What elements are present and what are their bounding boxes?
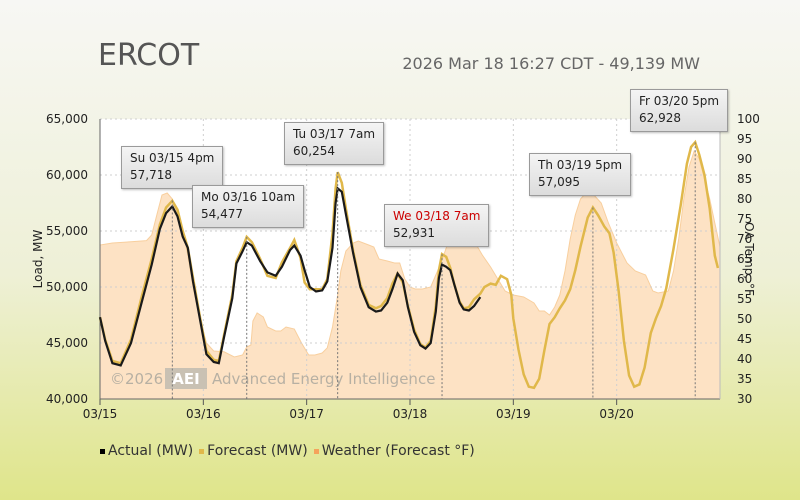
- y2-tick-label: 55: [737, 292, 752, 306]
- timestamp-readout: 2026 Mar 18 16:27 CDT - 49,139 MW: [402, 54, 700, 73]
- watermark-logo-text: AEI: [172, 370, 199, 388]
- y2-tick-label: 95: [737, 132, 752, 146]
- x-tick-label: 03/17: [289, 407, 324, 421]
- x-tick-label: 03/15: [83, 407, 118, 421]
- y2-tick-label: 85: [737, 172, 752, 186]
- chart-title: ERCOT: [98, 38, 200, 73]
- legend: Actual (MW) Forecast (MW) Weather (Forec…: [100, 443, 475, 459]
- legend-weather[interactable]: Weather (Forecast °F): [313, 443, 475, 459]
- annotation-when: Tu 03/17 7am: [293, 127, 376, 141]
- legend-forecast-label: Forecast (MW): [207, 443, 308, 459]
- watermark-text: Advanced Energy Intelligence: [212, 370, 435, 388]
- y-tick-label: 50,000: [46, 280, 88, 294]
- legend-weather-swatch: [313, 448, 319, 454]
- legend-actual-swatch: [100, 448, 105, 454]
- annotation-peak-we: We 03/18 7am 52,931: [384, 204, 490, 247]
- y2-axis-title: OA Temp, °F: [742, 222, 756, 296]
- x-tick-label: 03/18: [393, 407, 428, 421]
- annotation-value: 57,718: [130, 168, 172, 182]
- annotation-when: Fr 03/20 5pm: [639, 94, 720, 108]
- y2-tick-label: 70: [737, 232, 752, 246]
- legend-actual[interactable]: Actual (MW): [100, 443, 193, 459]
- legend-weather-label: Weather (Forecast °F): [321, 443, 475, 459]
- watermark-logo: [165, 368, 207, 389]
- legend-forecast-swatch: [199, 448, 205, 454]
- y2-tick-label: 40: [737, 352, 752, 366]
- annotation-when: We 03/18 7am: [393, 209, 481, 223]
- x-tick-label: 03/16: [186, 407, 221, 421]
- annotation-when: Th 03/19 5pm: [538, 158, 623, 172]
- y-tick-label: 65,000: [46, 112, 88, 126]
- x-tick-label: 03/20: [599, 407, 634, 421]
- annotation-when: Mo 03/16 10am: [201, 190, 296, 204]
- y2-tick-label: 75: [737, 212, 752, 226]
- y2-tick-label: 80: [737, 192, 752, 206]
- annotation-peak-fr: Fr 03/20 5pm 62,928: [630, 89, 729, 132]
- y2-tick-label: 50: [737, 312, 752, 326]
- legend-actual-label: Actual (MW): [108, 443, 194, 459]
- annotation-value: 60,254: [293, 144, 335, 158]
- annotation-value: 54,477: [201, 207, 243, 221]
- legend-forecast[interactable]: Forecast (MW): [199, 443, 308, 459]
- annotation-value: 52,931: [393, 226, 435, 240]
- watermark-year: ©2026: [110, 370, 163, 388]
- y2-tick-label: 65: [737, 252, 752, 266]
- y-tick-label: 60,000: [46, 168, 88, 182]
- annotation-value: 57,095: [538, 175, 580, 189]
- annotation-peak-mo: Mo 03/16 10am 54,477: [192, 185, 305, 228]
- annotation-peak-su: Su 03/15 4pm 57,718: [121, 146, 224, 189]
- y2-tick-label: 90: [737, 152, 752, 166]
- y-tick-label: 55,000: [46, 224, 88, 238]
- y2-tick-label: 60: [737, 272, 752, 286]
- y2-tick-label: 45: [737, 332, 752, 346]
- y-tick-label: 45,000: [46, 336, 88, 350]
- x-tick-label: 03/19: [496, 407, 531, 421]
- annotation-when: Su 03/15 4pm: [130, 151, 215, 165]
- y-axis-title: Load, MW: [31, 230, 45, 289]
- annotation-peak-tu: Tu 03/17 7am 60,254: [284, 122, 385, 165]
- actual-line: [98, 186, 482, 367]
- annotation-value: 62,928: [639, 111, 681, 125]
- y2-tick-label: 100: [737, 112, 760, 126]
- y2-tick-label: 35: [737, 372, 752, 386]
- y2-tick-label: 30: [737, 392, 752, 406]
- y-tick-label: 40,000: [46, 392, 88, 406]
- annotation-peak-th: Th 03/19 5pm 57,095: [529, 153, 632, 196]
